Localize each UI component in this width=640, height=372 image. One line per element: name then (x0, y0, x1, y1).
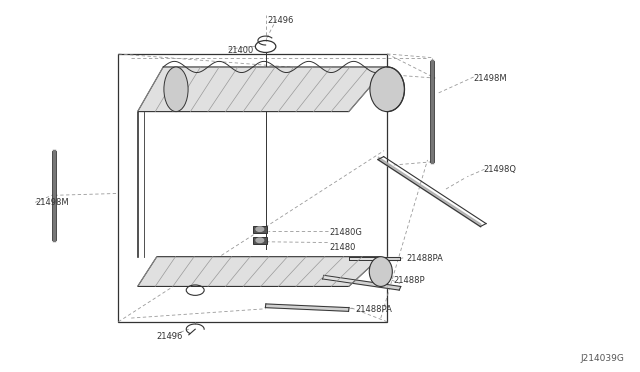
Text: 21496: 21496 (157, 332, 183, 341)
Text: 21480: 21480 (330, 243, 356, 252)
Circle shape (256, 227, 264, 231)
Text: 21498Q: 21498Q (483, 165, 516, 174)
Ellipse shape (370, 67, 404, 112)
Text: 21480G: 21480G (330, 228, 362, 237)
Text: 21488PA: 21488PA (355, 305, 392, 314)
Text: 21498M: 21498M (474, 74, 508, 83)
Ellipse shape (369, 257, 392, 286)
Text: 21400: 21400 (227, 46, 253, 55)
Polygon shape (349, 257, 400, 260)
Text: 21498M: 21498M (35, 198, 69, 207)
Text: 21496: 21496 (268, 16, 294, 25)
Bar (253, 237, 267, 244)
Polygon shape (138, 67, 387, 112)
Text: 21488PA: 21488PA (406, 254, 444, 263)
Polygon shape (138, 257, 381, 286)
Polygon shape (266, 304, 349, 311)
Bar (253, 226, 267, 232)
Text: J214039G: J214039G (580, 354, 624, 363)
Text: 21488P: 21488P (394, 276, 425, 285)
Bar (118, 54, 387, 322)
Polygon shape (323, 275, 401, 290)
Circle shape (256, 238, 264, 243)
Ellipse shape (164, 67, 188, 112)
